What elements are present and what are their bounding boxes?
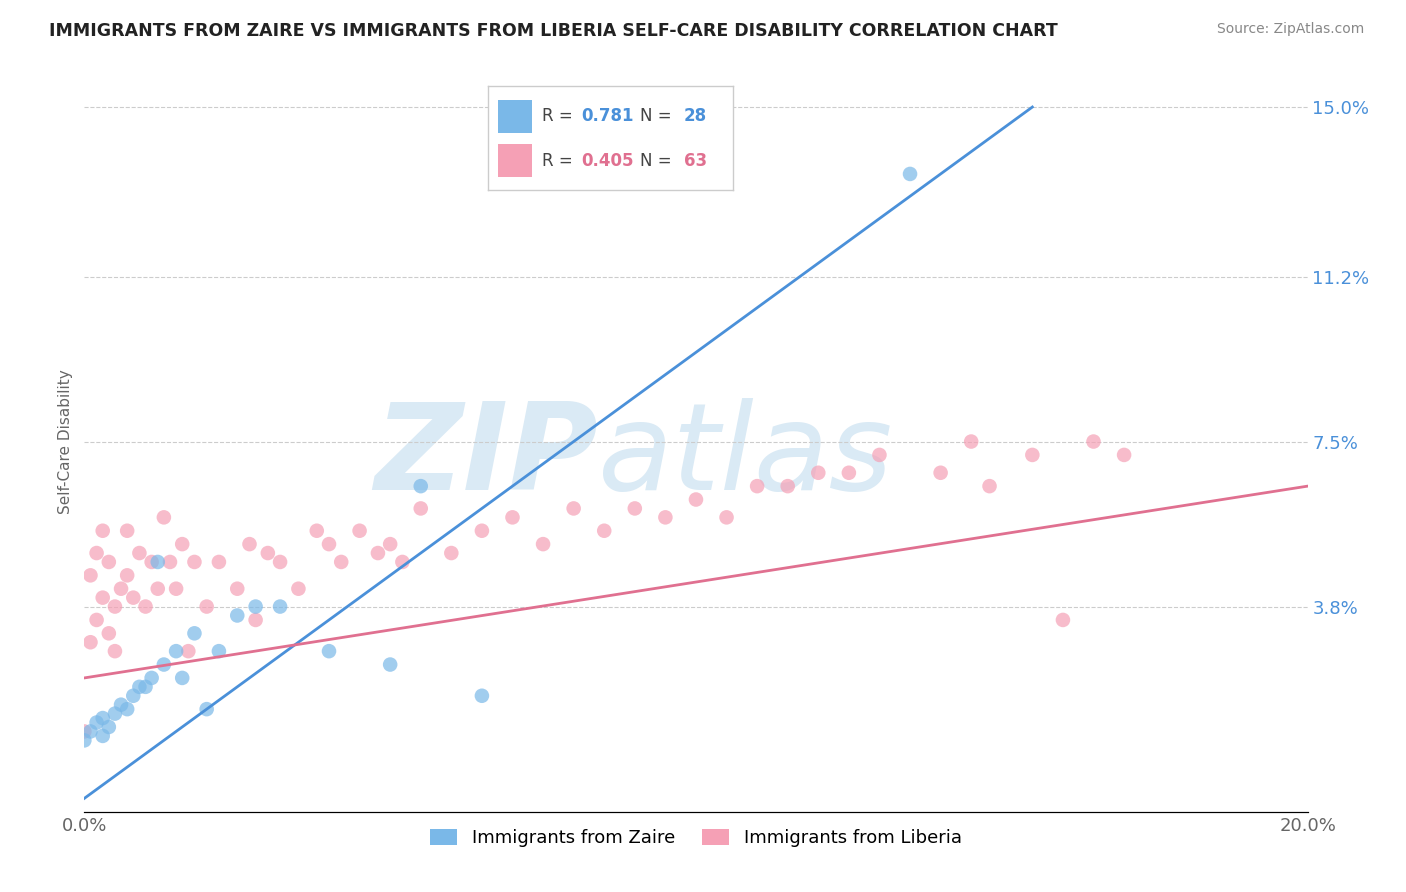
Point xyxy=(172,671,194,685)
Point xyxy=(531,537,554,551)
Point xyxy=(269,599,291,614)
Point xyxy=(165,644,187,658)
Point xyxy=(104,644,127,658)
Point xyxy=(409,501,432,516)
Point xyxy=(776,479,799,493)
Point xyxy=(183,626,205,640)
Point xyxy=(287,582,309,596)
Point xyxy=(1052,613,1074,627)
Point xyxy=(1021,448,1043,462)
Point xyxy=(898,167,921,181)
Point xyxy=(409,479,432,493)
Point xyxy=(115,524,138,538)
Point xyxy=(128,680,150,694)
Point xyxy=(226,582,249,596)
Y-axis label: Self-Care Disability: Self-Care Disability xyxy=(58,369,73,514)
Point xyxy=(135,599,157,614)
Point xyxy=(172,537,194,551)
Point xyxy=(238,537,260,551)
Point xyxy=(195,599,218,614)
Point xyxy=(654,510,676,524)
Point xyxy=(471,689,494,703)
Point xyxy=(838,466,860,480)
Point xyxy=(115,568,138,582)
Point xyxy=(165,582,187,596)
Point xyxy=(91,524,114,538)
Point xyxy=(208,555,231,569)
Text: IMMIGRANTS FROM ZAIRE VS IMMIGRANTS FROM LIBERIA SELF-CARE DISABILITY CORRELATIO: IMMIGRANTS FROM ZAIRE VS IMMIGRANTS FROM… xyxy=(49,22,1057,40)
Point xyxy=(349,524,371,538)
Point xyxy=(747,479,769,493)
Point xyxy=(91,591,114,605)
Point xyxy=(97,555,120,569)
Legend: Immigrants from Zaire, Immigrants from Liberia: Immigrants from Zaire, Immigrants from L… xyxy=(423,822,969,855)
Point xyxy=(86,715,108,730)
Point xyxy=(73,733,96,747)
Point xyxy=(257,546,280,560)
Point xyxy=(86,613,108,627)
Point xyxy=(104,599,127,614)
Point xyxy=(79,568,101,582)
Point xyxy=(1083,434,1105,449)
Point xyxy=(153,657,176,672)
Point xyxy=(128,546,150,560)
Point xyxy=(153,510,176,524)
Point xyxy=(104,706,127,721)
Point xyxy=(110,698,132,712)
Point xyxy=(716,510,738,524)
Point xyxy=(929,466,952,480)
Text: Source: ZipAtlas.com: Source: ZipAtlas.com xyxy=(1216,22,1364,37)
Point xyxy=(110,582,132,596)
Point xyxy=(159,555,181,569)
Point xyxy=(1114,448,1136,462)
Point xyxy=(562,501,585,516)
Point xyxy=(97,626,120,640)
Point xyxy=(122,689,145,703)
Text: ZIP: ZIP xyxy=(374,398,598,515)
Point xyxy=(305,524,328,538)
Point xyxy=(502,510,524,524)
Point xyxy=(226,608,249,623)
Point xyxy=(146,582,169,596)
Point xyxy=(91,711,114,725)
Point xyxy=(960,434,983,449)
Point xyxy=(330,555,353,569)
Point xyxy=(471,524,494,538)
Point xyxy=(380,537,402,551)
Point xyxy=(195,702,218,716)
Point xyxy=(318,537,340,551)
Text: atlas: atlas xyxy=(598,398,893,515)
Point xyxy=(807,466,830,480)
Point xyxy=(73,724,96,739)
Point xyxy=(624,501,647,516)
Point xyxy=(141,671,163,685)
Point xyxy=(367,546,389,560)
Point xyxy=(86,546,108,560)
Point xyxy=(593,524,616,538)
Point xyxy=(269,555,291,569)
Point xyxy=(79,635,101,649)
Point xyxy=(177,644,200,658)
Point xyxy=(135,680,157,694)
Point xyxy=(91,729,114,743)
Point xyxy=(183,555,205,569)
Point xyxy=(122,591,145,605)
Point xyxy=(869,448,891,462)
Point xyxy=(115,702,138,716)
Point xyxy=(685,492,707,507)
Point xyxy=(146,555,169,569)
Point xyxy=(79,724,101,739)
Point xyxy=(318,644,340,658)
Point xyxy=(440,546,463,560)
Point xyxy=(97,720,120,734)
Point xyxy=(245,613,267,627)
Point xyxy=(245,599,267,614)
Point xyxy=(208,644,231,658)
Point xyxy=(979,479,1001,493)
Point xyxy=(380,657,402,672)
Point xyxy=(391,555,413,569)
Point xyxy=(141,555,163,569)
